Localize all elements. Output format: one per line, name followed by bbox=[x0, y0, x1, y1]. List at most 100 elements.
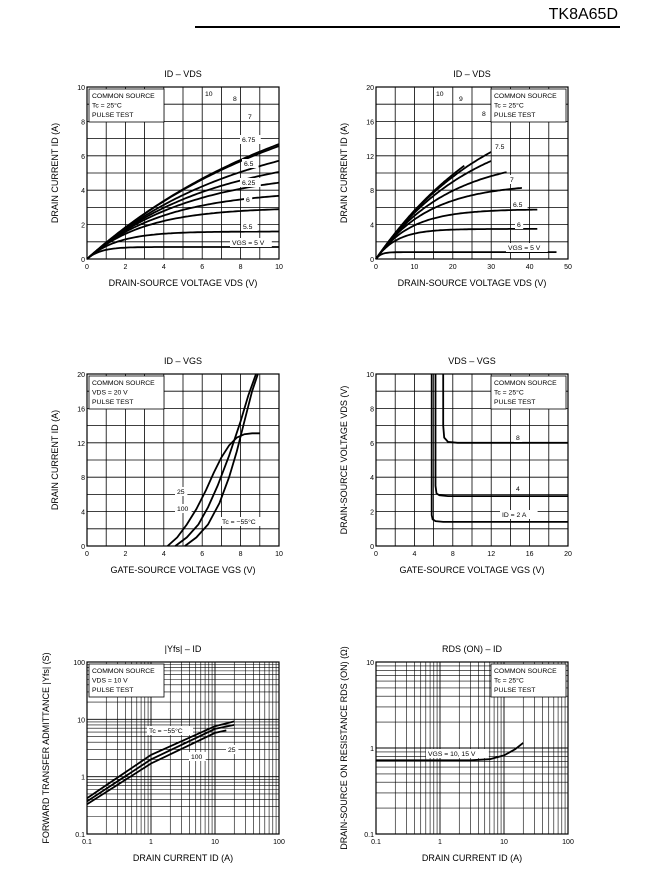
series-label-bg bbox=[240, 178, 261, 187]
x-tick-label: 10 bbox=[411, 264, 419, 271]
series-line bbox=[375, 187, 522, 260]
x-axis-label: DRAIN-SOURCE VOLTAGE VDS (V) bbox=[398, 278, 547, 288]
y-tick-label: 10 bbox=[77, 717, 85, 724]
chart-title: VDS – VGS bbox=[448, 356, 496, 366]
chart-title: ID – VDS bbox=[164, 69, 202, 79]
x-tick-label: 8 bbox=[239, 264, 243, 271]
plot-frame-4 bbox=[86, 661, 280, 835]
condition-text: PULSE TEST bbox=[494, 687, 535, 694]
series-label-bg bbox=[480, 109, 489, 118]
series-line bbox=[375, 208, 538, 260]
series-line bbox=[86, 208, 280, 260]
series-line bbox=[174, 373, 257, 547]
chart-title: ID – VGS bbox=[164, 356, 202, 366]
y-axis-label: DRAIN-SOURCE ON RESISTANCE RDS (ON) (Ω) bbox=[339, 646, 349, 850]
series-label-bg bbox=[226, 745, 239, 754]
series-label: 7 bbox=[510, 177, 514, 184]
series-label: 6 bbox=[517, 222, 521, 229]
series-label: 10 bbox=[436, 91, 444, 98]
series-label: 25 bbox=[228, 747, 236, 754]
x-tick-label: 4 bbox=[162, 264, 166, 271]
series-label: 10 bbox=[205, 91, 213, 98]
x-tick-label: 0 bbox=[374, 264, 378, 271]
plot-frame-5 bbox=[375, 661, 569, 835]
header-rule bbox=[195, 26, 620, 28]
x-tick-label: 6 bbox=[200, 551, 204, 558]
chart-title: ID – VDS bbox=[453, 69, 491, 79]
x-axis-label: DRAIN CURRENT ID (A) bbox=[422, 853, 522, 863]
series-label: ID = 2 A bbox=[502, 512, 527, 519]
series-label-bg bbox=[244, 195, 253, 204]
series-label-bg bbox=[457, 94, 466, 103]
part-number: TK8A65D bbox=[548, 6, 618, 23]
y-tick-label: 8 bbox=[81, 475, 85, 482]
series-line bbox=[375, 171, 507, 260]
conditions-box bbox=[88, 663, 165, 698]
plot-frame-0 bbox=[86, 86, 280, 260]
condition-text: VDS = 10 V bbox=[92, 678, 128, 685]
series-label-bg bbox=[434, 89, 447, 98]
y-tick-label: 8 bbox=[81, 119, 85, 126]
condition-text: Tc = 25°C bbox=[494, 389, 524, 397]
plot-frame-2 bbox=[86, 373, 280, 547]
series-label: 7 bbox=[248, 114, 252, 121]
x-tick-label: 8 bbox=[451, 551, 455, 558]
series-label-bg bbox=[175, 487, 188, 496]
y-tick-label: 12 bbox=[77, 441, 85, 448]
series-line bbox=[86, 181, 280, 260]
condition-text: Tc = 25°C bbox=[494, 102, 524, 110]
y-tick-label: 0 bbox=[370, 544, 374, 551]
x-axis-label: DRAIN CURRENT ID (A) bbox=[133, 853, 233, 863]
conditions-box bbox=[88, 88, 165, 123]
y-tick-label: 0.1 bbox=[75, 832, 85, 839]
y-tick-label: 20 bbox=[77, 372, 85, 379]
series-label: 8 bbox=[233, 96, 237, 103]
y-tick-label: 0 bbox=[81, 544, 85, 551]
series-line bbox=[86, 724, 235, 803]
series-label: 7.5 bbox=[495, 144, 505, 151]
y-tick-label: 16 bbox=[366, 119, 374, 126]
x-tick-label: 10 bbox=[275, 264, 283, 271]
y-tick-label: 20 bbox=[366, 85, 374, 92]
series-label-bg bbox=[147, 726, 193, 735]
x-tick-label: 10 bbox=[500, 839, 508, 846]
series-label-bg bbox=[241, 222, 258, 231]
series-label: 8 bbox=[482, 111, 486, 118]
y-tick-label: 0 bbox=[81, 257, 85, 264]
x-tick-label: 4 bbox=[412, 551, 416, 558]
plot-frame-3 bbox=[375, 373, 569, 547]
condition-text: COMMON SOURCE bbox=[494, 93, 557, 100]
y-tick-label: 12 bbox=[366, 154, 374, 161]
series-label-bg bbox=[514, 433, 523, 442]
y-tick-label: 0.1 bbox=[364, 832, 374, 839]
series-line bbox=[375, 251, 557, 260]
x-tick-label: 0.1 bbox=[371, 839, 381, 846]
y-tick-label: 8 bbox=[370, 188, 374, 195]
x-tick-label: 16 bbox=[526, 551, 534, 558]
series-label-bg bbox=[220, 517, 266, 526]
series-line bbox=[86, 720, 235, 800]
y-tick-label: 0 bbox=[370, 257, 374, 264]
series-label: 6.75 bbox=[242, 137, 255, 144]
series-label: 100 bbox=[177, 506, 189, 513]
y-tick-label: 2 bbox=[81, 223, 85, 230]
x-tick-label: 100 bbox=[562, 839, 574, 846]
x-tick-label: 20 bbox=[564, 551, 572, 558]
condition-text: COMMON SOURCE bbox=[494, 668, 557, 675]
conditions-box bbox=[490, 375, 567, 410]
conditions-box bbox=[88, 375, 165, 410]
x-tick-label: 50 bbox=[564, 264, 572, 271]
series-label-bg bbox=[230, 238, 272, 247]
series-label-bg bbox=[500, 510, 538, 519]
y-tick-label: 4 bbox=[370, 475, 374, 482]
y-tick-label: 4 bbox=[81, 510, 85, 517]
x-tick-label: 6 bbox=[200, 264, 204, 271]
x-tick-label: 10 bbox=[211, 839, 219, 846]
series-label: 5.5 bbox=[243, 224, 253, 231]
y-tick-label: 10 bbox=[366, 660, 374, 667]
x-tick-label: 0 bbox=[85, 264, 89, 271]
series-label: 6.25 bbox=[242, 180, 255, 187]
series-label: VGS = 10, 15 V bbox=[428, 751, 476, 758]
series-line bbox=[376, 742, 524, 762]
